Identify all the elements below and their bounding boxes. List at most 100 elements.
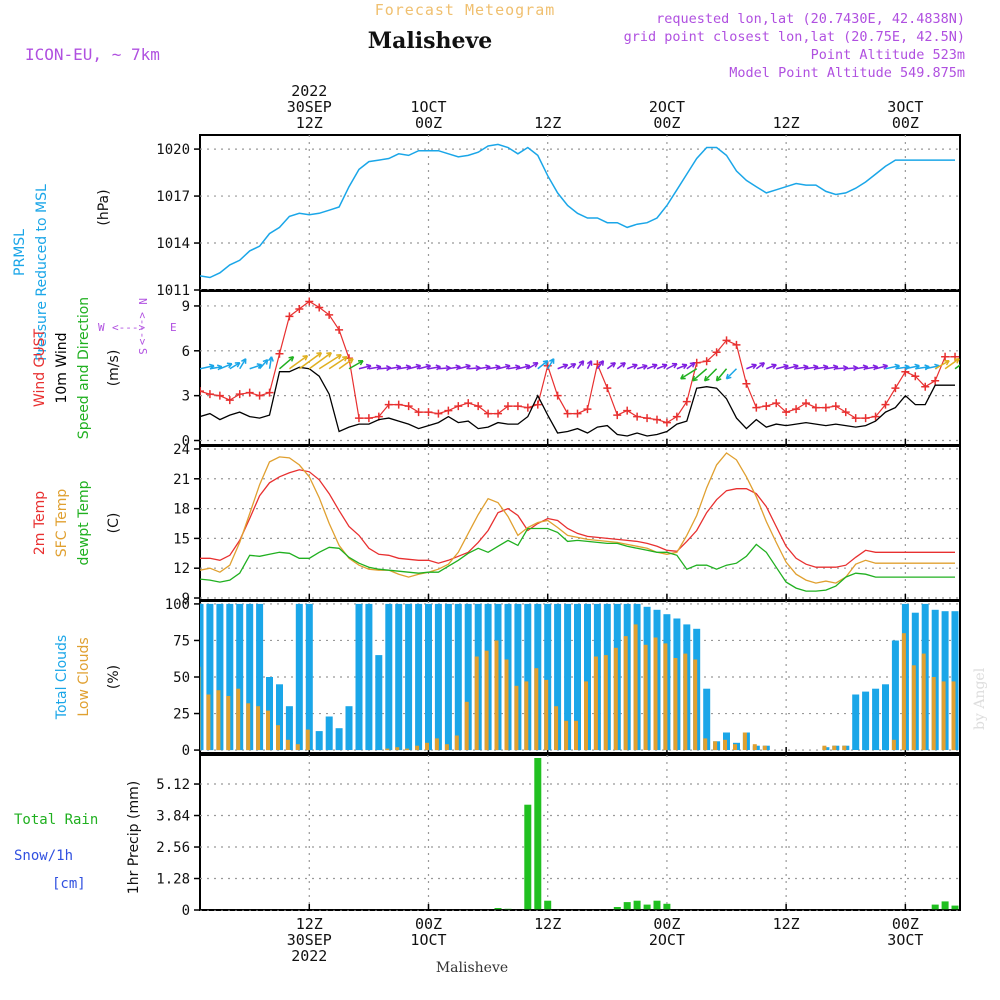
low-cloud-bar <box>673 658 678 751</box>
bottom-time-label: 12Z <box>534 915 561 933</box>
low-cloud-bar <box>593 656 598 750</box>
wind-arrowhead <box>234 362 241 368</box>
low-cloud-bar <box>901 633 906 751</box>
wind-arrow <box>200 365 215 370</box>
wind-arrow <box>845 367 858 370</box>
wind-arrowhead <box>691 375 698 382</box>
rain-bar <box>633 900 641 910</box>
wind-arrow <box>487 366 501 370</box>
low-cloud-bar <box>385 748 390 751</box>
low-cloud-bar <box>653 637 658 750</box>
panel-temperature: 9 12 15 18 21 24 2m Temp SFC Temp dewpt Temp (C) <box>32 442 961 607</box>
y-tick-label: 2.56 <box>156 840 190 856</box>
total-cloud-bar <box>200 603 204 751</box>
wind-arrowhead <box>793 363 799 370</box>
gust-marker <box>235 390 244 399</box>
wind-arrowhead <box>365 363 372 370</box>
total-cloud-bar <box>285 706 293 750</box>
wind-arrow <box>875 365 888 370</box>
y-tick-label: 3.84 <box>156 809 190 825</box>
wind-arrowhead <box>944 360 950 366</box>
wind-arrowhead <box>771 363 777 370</box>
top-time-label: 2OCT <box>649 98 685 116</box>
low-cloud-bar <box>216 690 221 751</box>
total-cloud-bar <box>564 603 572 751</box>
bottom-time-label: 00Z <box>415 915 442 933</box>
gust-marker <box>553 391 562 400</box>
y-tick-label: 25 <box>173 707 190 723</box>
y-tick-label: 9 <box>182 299 190 315</box>
legend-snow-unit: [cm] <box>52 876 86 892</box>
gust-marker <box>404 402 413 411</box>
total-cloud-bar <box>216 603 224 751</box>
total-cloud-bar <box>891 640 899 751</box>
wind-speed-line <box>200 366 955 437</box>
y-tick-label: 1014 <box>156 236 190 252</box>
forecast-title: Forecast Meteogram <box>375 1 556 19</box>
wind-arrow <box>288 355 308 370</box>
low-cloud-bar <box>200 666 201 751</box>
wind-arrowhead <box>549 358 555 364</box>
rain-bar <box>623 902 631 910</box>
y-tick-label: 15 <box>173 531 190 547</box>
low-cloud-bar <box>733 744 737 750</box>
total-cloud-bar <box>246 603 254 751</box>
wind-arrow <box>576 360 585 370</box>
wind-arrow <box>885 365 900 370</box>
wind-arrow <box>776 365 789 370</box>
wind-arrowhead <box>632 363 638 370</box>
wind-arrow <box>507 366 521 370</box>
gust-marker <box>613 411 622 420</box>
total-cloud-bar <box>206 603 214 751</box>
gust-marker <box>891 384 900 393</box>
wind-arrow <box>676 364 688 370</box>
wind-arrowhead <box>256 363 263 369</box>
grid-point-coords: grid point closest lon,lat (20.75E, 42.5… <box>624 29 965 45</box>
wind-arrowhead <box>336 354 342 360</box>
total-cloud-bar <box>256 603 264 751</box>
wind-arrowhead <box>680 374 686 380</box>
wind-arrow <box>805 366 819 370</box>
wind-arrowhead <box>415 363 422 370</box>
total-cloud-bar <box>454 603 462 751</box>
footer-place: Malisheve <box>436 960 508 976</box>
wind-arrow <box>646 364 658 370</box>
wind-arrowhead <box>288 356 295 362</box>
low-cloud-bar <box>295 744 300 750</box>
wind-arrow <box>686 362 696 370</box>
rain-bar <box>931 904 939 910</box>
wind-arrow <box>915 366 930 370</box>
total-cloud-bar <box>375 655 383 751</box>
wind-arrow <box>547 358 555 370</box>
rain-bar <box>663 903 671 910</box>
low-cloud-bar <box>752 744 757 750</box>
wind-arrow <box>229 362 241 370</box>
wind-arrowhead <box>620 362 626 368</box>
rain-bar <box>534 758 542 910</box>
wind-arrow <box>428 366 441 370</box>
y-axis-label: 10m Wind <box>54 332 70 403</box>
total-cloud-bar <box>236 603 244 751</box>
gust-marker <box>623 406 632 415</box>
gust-marker <box>245 388 254 397</box>
low-cloud-bar <box>931 677 936 751</box>
rain-bar <box>494 908 502 910</box>
low-cloud-bar <box>663 643 668 751</box>
total-cloud-bar <box>882 684 889 751</box>
wind-arrow <box>815 366 829 370</box>
wind-arrowhead <box>326 352 332 358</box>
y-axis-label: 1hr Precip (mm) <box>126 781 142 894</box>
wind-arrow <box>596 360 604 370</box>
panel-clouds: 0 25 50 75 100 Total Clouds Low Clouds (%) <box>54 597 961 759</box>
temp-line-sfc-temp <box>200 452 955 584</box>
wind-arrow <box>209 366 223 370</box>
panel-plot-area <box>200 297 960 437</box>
wind-arrow <box>865 366 878 370</box>
wind-arrowhead <box>357 360 364 366</box>
gust-marker <box>573 409 582 418</box>
wind-arrowhead <box>241 358 247 364</box>
y-tick-label: 50 <box>173 670 190 686</box>
wind-arrow <box>478 366 491 370</box>
total-cloud-bar <box>872 688 880 751</box>
